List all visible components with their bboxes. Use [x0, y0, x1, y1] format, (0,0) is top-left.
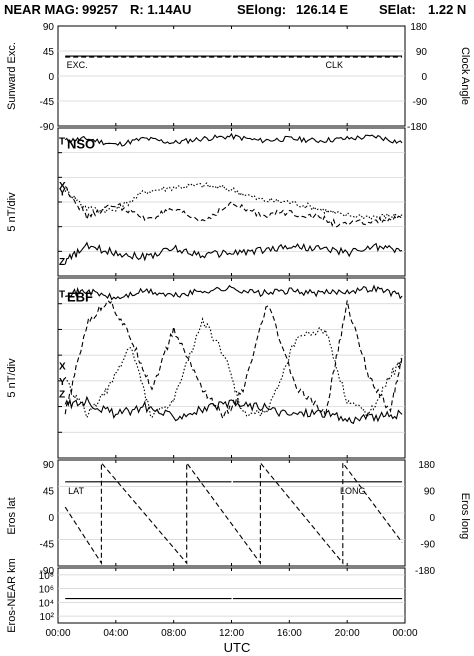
y-tick-label: -90: [40, 122, 55, 133]
header-selat-label: SElat:: [379, 2, 416, 17]
header-range: R: 1.14AU: [130, 2, 191, 17]
y-tick-label: 90: [43, 22, 55, 33]
y-right-tick-label: 90: [416, 47, 428, 58]
y-axis-label: Eros lat: [6, 497, 18, 534]
y-right-tick-label: 90: [424, 487, 436, 498]
y-right-tick-label: -180: [415, 566, 435, 577]
series-line-t: [64, 132, 403, 147]
series-label-long: LONG: [340, 486, 366, 496]
panel-sunward-excursion: 90 45 0 -45 -90 180 90 0 -90 -180 EXC. CLK Sunward E…: [6, 22, 471, 133]
series-label-x: X: [59, 181, 66, 192]
series-label-z: Z: [59, 390, 65, 401]
y-tick-label: -45: [40, 97, 55, 108]
series-label-y: Y: [59, 187, 66, 198]
series-line-long: [64, 461, 403, 565]
x-tick-label: 08:00: [161, 628, 186, 639]
y-axis-label: 5 nT/div: [6, 358, 18, 398]
y-tick-label: 10⁶: [39, 585, 54, 596]
x-axis-label: UTC: [224, 640, 251, 655]
series-label-z: Z: [59, 257, 65, 268]
header-selat-value: 1.22 N: [428, 2, 466, 17]
y-tick-label: 10⁴: [39, 598, 54, 609]
series-label-t: T: [59, 137, 65, 148]
x-tick-label: 00:00: [45, 628, 70, 639]
series-label-clk: CLK: [325, 60, 343, 70]
series-label-x: X: [59, 361, 66, 372]
header-selong-value: 126.14 E: [296, 2, 348, 17]
y-tick-label: 45: [43, 47, 55, 58]
x-tick-label: 00:00: [392, 628, 417, 639]
y-tick-label: 10²: [40, 612, 55, 623]
panel-frame: [57, 277, 406, 459]
series-label-exc: EXC.: [67, 60, 88, 70]
x-tick-label: 04:00: [103, 628, 128, 639]
series-line-y: [64, 186, 403, 228]
series-label-y: Y: [59, 377, 66, 388]
panel-nso-field: T XY Z NSO 5 nT/div: [6, 127, 406, 277]
series-label-lat: LAT: [68, 486, 84, 496]
panel-ebf-field: T XYZ EBF 5 nT/div: [6, 277, 406, 459]
y-tick-label: 90: [43, 460, 55, 471]
y-tick-label: 0: [48, 72, 54, 83]
y-axis-label: 5 nT/div: [6, 192, 18, 232]
y-right-tick-label: -90: [421, 540, 436, 551]
x-tick-label: 16:00: [277, 628, 302, 639]
y-tick-label: 45: [43, 487, 55, 498]
y-tick-label: 0: [48, 513, 54, 524]
y-right-tick-label: 180: [410, 22, 427, 33]
header-mission: NEAR MAG:: [4, 2, 79, 17]
panel-eros-lat-long: 90 45 0 -45 -90 180 90 0 -90 -180 LAT LONG Eros lat E…: [6, 459, 471, 577]
header-selong-label: SElong:: [237, 2, 286, 17]
x-axis-utc: 00:00 04:00 08:00 12:00 16:00 20:00 00:00: [45, 628, 417, 639]
series-line-t: [65, 284, 403, 301]
header-day: 99257: [82, 2, 118, 17]
series-label-t: T: [59, 289, 65, 300]
y-right-tick-label: 180: [418, 460, 435, 471]
y-right-tick-label: 0: [421, 72, 427, 83]
y-axis-label-right: Eros long: [459, 493, 471, 539]
x-tick-label: 20:00: [335, 628, 360, 639]
series-line-z: [64, 241, 403, 265]
panel-eros-near-range: 10⁸ 10⁶ 10⁴ 10² Eros-NEAR km: [6, 558, 406, 633]
y-right-tick-label: 0: [429, 513, 435, 524]
y-tick-label: 10⁸: [39, 571, 54, 582]
panel-title: EBF: [67, 289, 93, 304]
y-axis-label: Eros-NEAR km: [6, 558, 18, 633]
y-axis-label-right: Clock Angle: [459, 47, 471, 105]
y-tick-label: -45: [40, 540, 55, 551]
y-axis-label: Sunward Exc.: [6, 42, 18, 110]
panel-title: NSO: [67, 137, 95, 152]
series-line-x: [64, 182, 403, 221]
y-right-tick-label: -180: [407, 122, 427, 133]
x-tick-label: 12:00: [219, 628, 244, 639]
y-tick-label: -90: [40, 566, 55, 577]
series-line-z: [64, 395, 403, 425]
panel-frame: [57, 567, 406, 624]
y-right-tick-label: -90: [413, 97, 428, 108]
